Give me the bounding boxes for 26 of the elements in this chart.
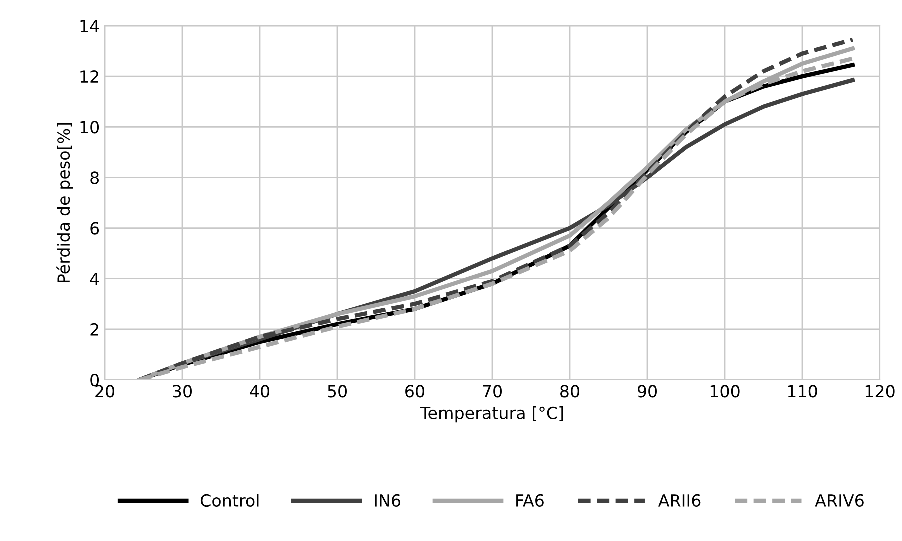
x-tick-label: 60 xyxy=(406,385,424,398)
x-tick-label: 40 xyxy=(250,385,270,398)
y-tick-label: 10 xyxy=(80,121,100,134)
y-axis-title: Pérdida de peso[%] xyxy=(56,123,74,282)
y-tick-label: 6 xyxy=(90,222,100,235)
x-tick-label: 30 xyxy=(173,385,192,398)
x-tick-label: 80 xyxy=(560,385,580,398)
x-tick-label: 110 xyxy=(788,385,818,398)
x-tick-label: 90 xyxy=(638,385,657,398)
y-tick-label: 2 xyxy=(90,323,98,336)
x-tick-label: 50 xyxy=(328,385,347,398)
x-tick-label: 20 xyxy=(96,385,114,398)
legend-label: ARIV6 xyxy=(815,494,864,508)
y-tick-label: 12 xyxy=(80,70,98,83)
legend-label: ARII6 xyxy=(658,494,701,508)
x-tick-label: 120 xyxy=(866,385,895,398)
x-axis-title: Temperatura [°C] xyxy=(420,406,564,423)
y-tick-label: 8 xyxy=(90,172,99,184)
legend-label: FA6 xyxy=(516,494,544,508)
y-tick-label: 4 xyxy=(90,273,100,286)
x-tick-label: 70 xyxy=(483,385,502,398)
y-tick-label: 0 xyxy=(90,374,100,387)
legend-label: IN6 xyxy=(375,494,401,508)
x-tick-label: 100 xyxy=(710,385,740,398)
legend-label: Control xyxy=(200,494,259,508)
y-tick-label: 14 xyxy=(80,20,100,32)
